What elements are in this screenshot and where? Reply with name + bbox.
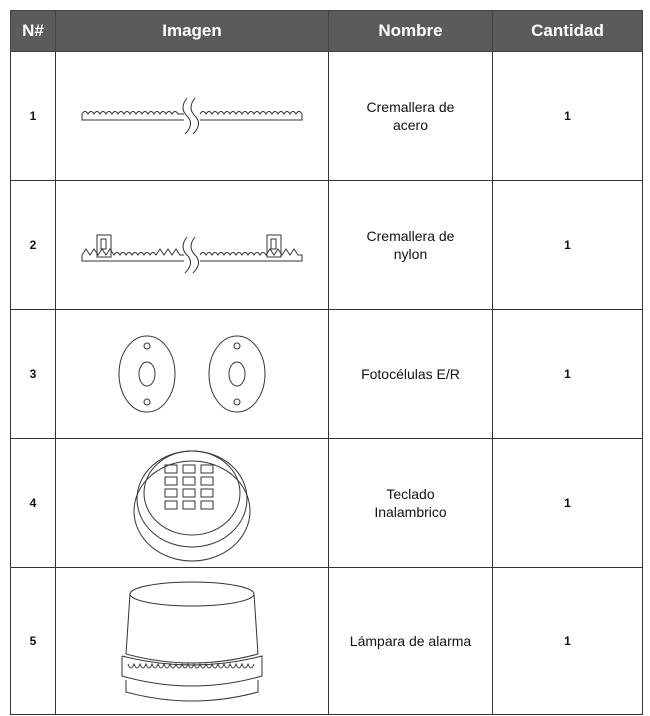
name-cell: Fotocélulas E/R	[328, 309, 493, 439]
header-cell: Imagen	[55, 10, 329, 52]
image-cell	[55, 567, 329, 715]
quantity: 1	[492, 51, 643, 181]
row: 2 Cremallera de nylon 1	[10, 180, 643, 310]
item-name: Fotocélulas E/R	[361, 366, 460, 382]
row-number: 5	[10, 567, 56, 715]
row-number: 2	[10, 180, 56, 310]
name-cell: Cremallera de acero	[328, 51, 493, 181]
quantity: 1	[492, 567, 643, 715]
row: 1 Cremallera de acero 1	[10, 51, 643, 181]
quantity: 1	[492, 180, 643, 310]
row-number: 1	[10, 51, 56, 181]
row: 3 Fotocélulas E/R 1	[10, 309, 643, 439]
steel-rack-icon	[81, 97, 303, 135]
row-number: 4	[10, 438, 56, 568]
row: 5 Lámpara de alarma 1	[10, 567, 643, 715]
image-cell	[55, 51, 329, 181]
photocell-icon	[118, 335, 266, 413]
header-cell: Cantidad	[492, 10, 643, 52]
header-cell: N#	[10, 10, 56, 52]
name-cell: Teclado Inalambrico	[328, 438, 493, 568]
item-name: Cremallera de nylon	[366, 228, 455, 262]
alarm-lamp-icon	[121, 581, 263, 702]
item-name: Lámpara de alarma	[349, 633, 472, 649]
header-row: N# Imagen Nombre Cantidad	[10, 10, 643, 52]
name-cell: Cremallera de nylon	[328, 180, 493, 310]
quantity: 1	[492, 438, 643, 568]
row: 4 Teclado Inalambrico 1	[10, 438, 643, 568]
image-cell	[55, 309, 329, 439]
item-name: Teclado Inalambrico	[374, 486, 447, 520]
row-number: 3	[10, 309, 56, 439]
item-name: Cremallera de acero	[366, 99, 455, 133]
nylon-rack-icon	[81, 234, 303, 274]
keypad-icon	[133, 450, 251, 562]
quantity: 1	[492, 309, 643, 439]
image-cell	[55, 438, 329, 568]
header-cell: Nombre	[328, 10, 493, 52]
name-cell: Lámpara de alarma	[328, 567, 493, 715]
parts-table: N# Imagen Nombre Cantidad 1 Cremallera d…	[10, 10, 643, 715]
image-cell	[55, 180, 329, 310]
